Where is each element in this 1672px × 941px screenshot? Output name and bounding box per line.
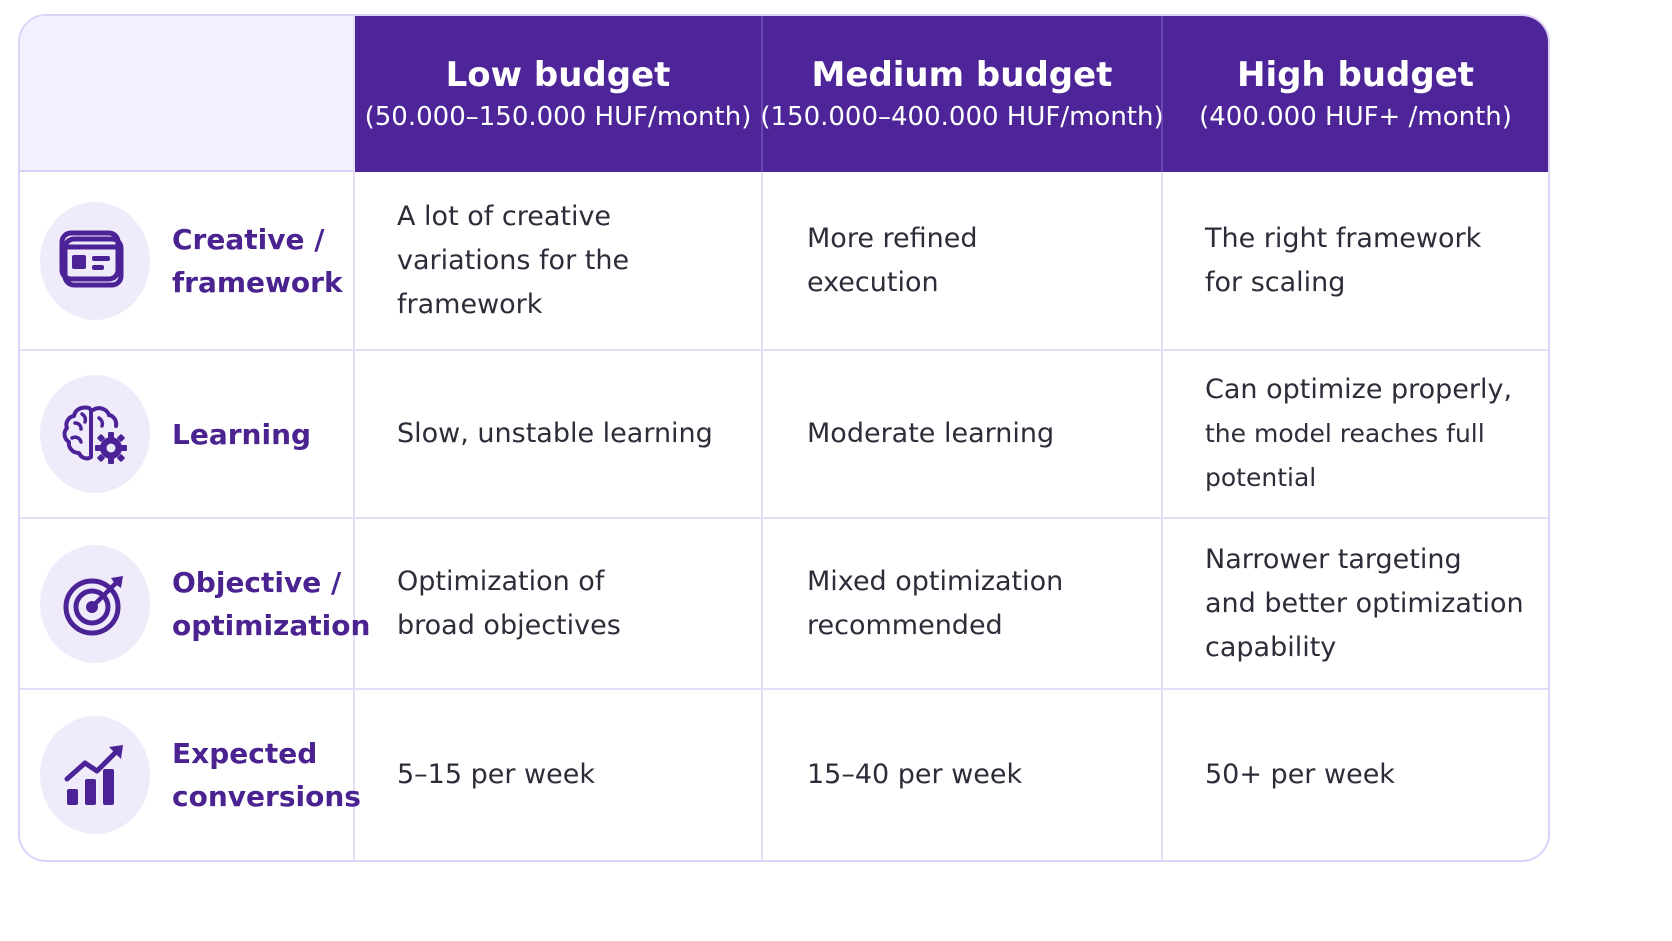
header-range: (400.000 HUF+ /month): [1199, 101, 1512, 132]
cell-line: 15–40 per week: [807, 759, 1023, 790]
cell-line: variations for the framework: [397, 244, 630, 320]
table-cell: A lot of creative variations for the fra…: [355, 172, 763, 351]
cell-line: Mixed optimization: [807, 565, 1064, 597]
table-cell: Slow, unstable learning: [355, 351, 763, 519]
cell-line: 50+ per week: [1205, 759, 1395, 790]
row-label-text: Objective / optimization: [172, 561, 370, 647]
cell-line: More refined: [807, 222, 978, 254]
row-label-line: Learning: [172, 417, 312, 451]
header-high-budget: High budget (400.000 HUF+ /month): [1163, 16, 1548, 172]
cell-line: Can optimize properly,: [1205, 374, 1513, 405]
comparison-table: Low budget (50.000–150.000 HUF/month) Me…: [18, 14, 1550, 862]
row-label-line: conversions: [172, 780, 361, 813]
table-cell: Moderate learning: [763, 351, 1163, 519]
row-label-line: Objective /: [172, 565, 342, 599]
creative-framework-icon: [59, 230, 124, 287]
table-cell: Can optimize properly, the model reaches…: [1163, 351, 1548, 519]
table-cell: The right framework for scaling: [1163, 172, 1548, 351]
icon-circle: [40, 375, 150, 493]
header-range: (150.000–400.000 HUF/month): [760, 101, 1164, 132]
row-label-line: Creative /: [172, 222, 325, 256]
table-cell: 5–15 per week: [355, 690, 763, 860]
target-icon: [63, 575, 123, 635]
cell-line: Slow, unstable learning: [397, 418, 713, 449]
header-low-budget: Low budget (50.000–150.000 HUF/month): [355, 16, 763, 172]
cell-line: Optimization of: [397, 565, 605, 597]
table-cell: Narrower targeting and better optimizati…: [1163, 519, 1548, 690]
cell-line: for scaling: [1205, 266, 1346, 298]
header-title: High budget: [1236, 55, 1475, 95]
row-label-conversions: Expected conversions: [20, 690, 361, 860]
row-label-line: framework: [172, 265, 343, 299]
cell-line: Moderate learning: [807, 418, 1055, 449]
cell-line: and better optimization: [1205, 587, 1524, 619]
cell-line: The right framework: [1205, 222, 1482, 254]
cell-line: Narrower targeting: [1205, 543, 1462, 575]
cell-line: broad objectives: [397, 609, 621, 641]
table-grid: Low budget (50.000–150.000 HUF/month) Me…: [20, 16, 1548, 860]
cell-line: 5–15 per week: [397, 759, 595, 790]
cell-line: recommended: [807, 609, 1003, 641]
table-cell: Mixed optimization recommended: [763, 519, 1163, 690]
row-label-text: Expected conversions: [172, 732, 361, 818]
cell-line: execution: [807, 266, 939, 298]
cell-line: capability: [1205, 631, 1337, 663]
header-range: (50.000–150.000 HUF/month): [364, 101, 752, 132]
icon-circle: [40, 716, 150, 834]
brain-gear-icon: [62, 405, 127, 464]
table-cell: More refined execution: [763, 172, 1163, 351]
header-medium-budget: Medium budget (150.000–400.000 HUF/month…: [760, 16, 1164, 172]
cell-line: the model reaches full potential: [1205, 419, 1485, 492]
table-cell: 50+ per week: [1163, 690, 1548, 860]
cell-line: A lot of creative: [397, 200, 612, 232]
row-label-line: optimization: [172, 608, 371, 642]
table-cell: Optimization of broad objectives: [355, 519, 763, 690]
row-label-creative: Creative / framework: [20, 172, 355, 351]
row-label-line: Expected: [172, 737, 318, 770]
row-label-text: Creative / framework: [172, 218, 343, 304]
table-corner: [20, 16, 355, 172]
icon-circle: [40, 201, 150, 320]
row-label-objective: Objective / optimization: [20, 519, 370, 690]
row-label-learning: Learning: [20, 351, 355, 519]
row-label-text: Learning: [172, 413, 311, 456]
growth-chart-icon: [64, 745, 123, 805]
icon-circle: [40, 544, 150, 663]
header-title: Low budget: [445, 55, 671, 95]
table-cell: 15–40 per week: [763, 690, 1163, 860]
header-title: Medium budget: [811, 55, 1113, 95]
